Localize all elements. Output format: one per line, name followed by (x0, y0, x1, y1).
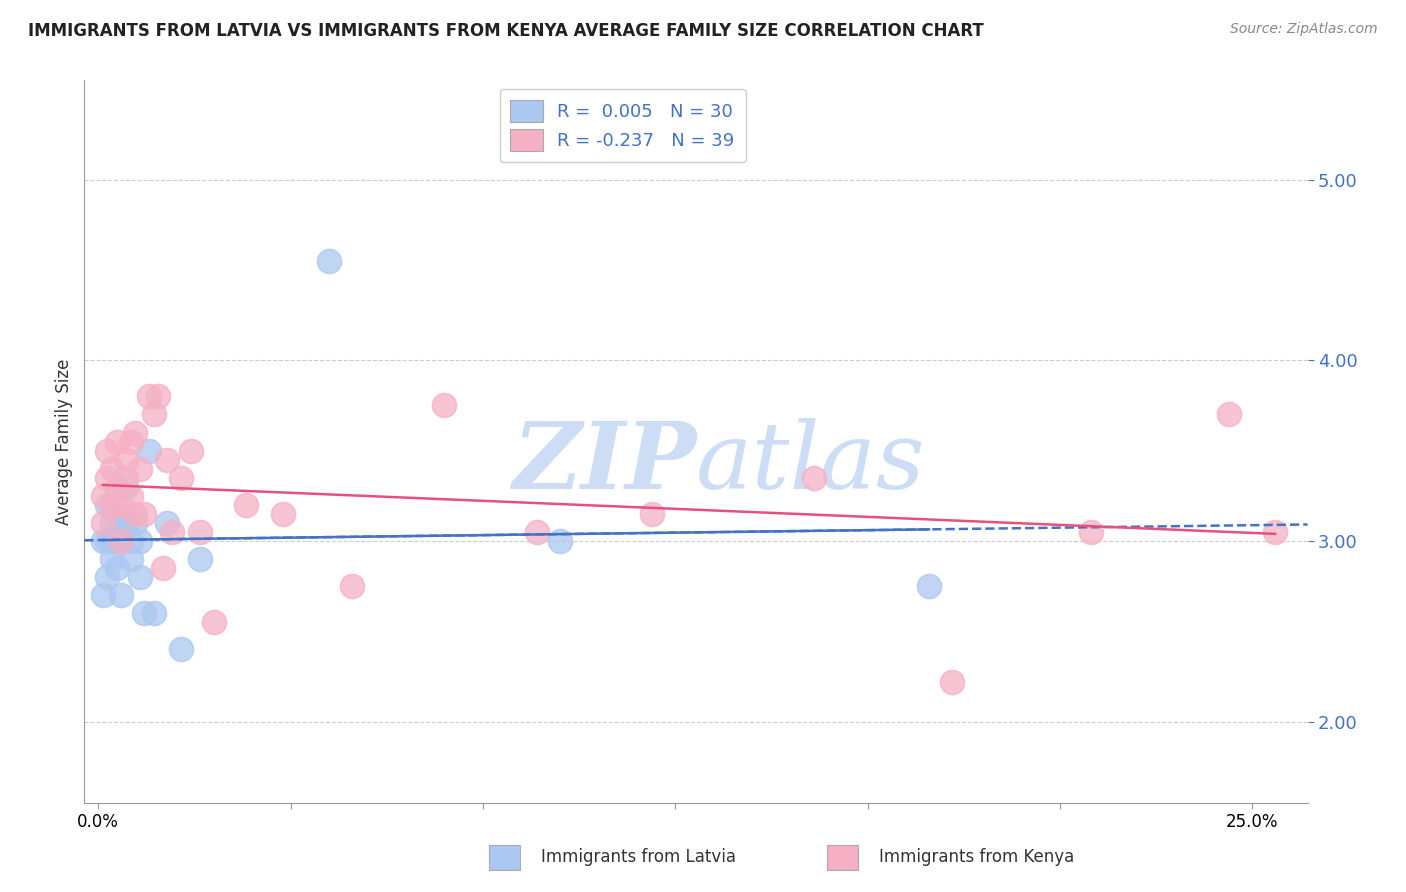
Point (110, 516, 132, 530)
Text: atlas: atlas (696, 418, 925, 508)
Text: Immigrants from Latvia: Immigrants from Latvia (541, 848, 737, 866)
Point (110, 588, 132, 602)
Point (105, 561, 128, 575)
Text: IMMIGRANTS FROM LATVIA VS IMMIGRANTS FROM KENYA AVERAGE FAMILY SIZE CORRELATION : IMMIGRANTS FROM LATVIA VS IMMIGRANTS FRO… (28, 22, 984, 40)
Point (142, 408, 165, 422)
Point (105, 507, 128, 521)
Point (134, 606, 156, 620)
Point (641, 507, 664, 521)
Point (202, 615, 225, 630)
Point (91, 516, 114, 530)
Point (96, 533, 118, 548)
Point (548, 533, 571, 548)
Point (188, 552, 211, 566)
Point (110, 533, 132, 548)
Point (115, 480, 138, 494)
Point (160, 524, 183, 539)
Point (105, 480, 128, 494)
Point (96, 470, 118, 484)
Point (101, 461, 124, 475)
Point (918, 579, 941, 593)
Point (115, 516, 138, 530)
Point (142, 606, 165, 620)
Y-axis label: Average Family Size: Average Family Size (55, 359, 73, 524)
Point (134, 507, 156, 521)
Point (803, 470, 825, 484)
Point (148, 389, 170, 403)
Point (120, 533, 142, 548)
Point (105, 533, 128, 548)
Point (138, 443, 160, 458)
Text: ZIP: ZIP (512, 418, 696, 508)
Point (128, 461, 150, 475)
Point (433, 398, 456, 412)
Point (156, 516, 179, 530)
Point (235, 498, 257, 512)
Point (120, 552, 142, 566)
Point (170, 642, 193, 657)
Legend: R =  0.005   N = 30, R = -0.237   N = 39: R = 0.005 N = 30, R = -0.237 N = 39 (499, 89, 745, 162)
Point (152, 561, 174, 575)
Point (115, 470, 138, 484)
Point (96, 443, 118, 458)
Point (105, 434, 128, 449)
Point (170, 470, 193, 484)
Point (941, 674, 963, 689)
Text: Source: ZipAtlas.com: Source: ZipAtlas.com (1230, 22, 1378, 37)
Point (91, 588, 114, 602)
Point (1218, 408, 1240, 422)
Point (180, 443, 202, 458)
Point (271, 507, 294, 521)
Point (101, 498, 124, 512)
Point (96, 498, 118, 512)
Point (120, 489, 142, 503)
Point (96, 570, 118, 584)
Point (1080, 524, 1102, 539)
Point (110, 498, 132, 512)
Point (91, 489, 114, 503)
Point (101, 498, 124, 512)
Point (188, 524, 211, 539)
Point (128, 570, 150, 584)
Point (124, 516, 146, 530)
Point (1264, 524, 1286, 539)
Point (128, 533, 150, 548)
Point (115, 452, 138, 467)
Text: Immigrants from Kenya: Immigrants from Kenya (879, 848, 1074, 866)
Point (101, 516, 124, 530)
Point (120, 434, 142, 449)
Point (156, 452, 179, 467)
Point (340, 579, 363, 593)
Point (138, 389, 160, 403)
Point (318, 253, 340, 268)
Point (91, 533, 114, 548)
Point (101, 552, 124, 566)
Point (124, 507, 146, 521)
Point (124, 425, 146, 440)
Point (526, 524, 548, 539)
Point (101, 533, 124, 548)
